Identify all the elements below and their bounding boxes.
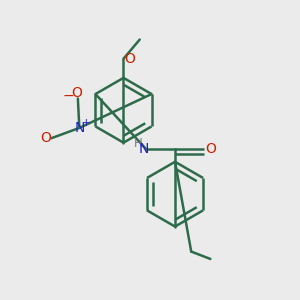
Text: O: O [206,142,216,155]
Text: −: − [63,88,74,103]
Text: +: + [82,118,90,128]
Text: methoxy: methoxy [126,40,159,49]
Text: N: N [74,121,85,135]
Text: O: O [40,131,51,145]
Text: H: H [134,137,142,150]
Text: O: O [71,86,82,100]
Text: O: O [124,52,135,66]
Text: N: N [139,142,149,155]
